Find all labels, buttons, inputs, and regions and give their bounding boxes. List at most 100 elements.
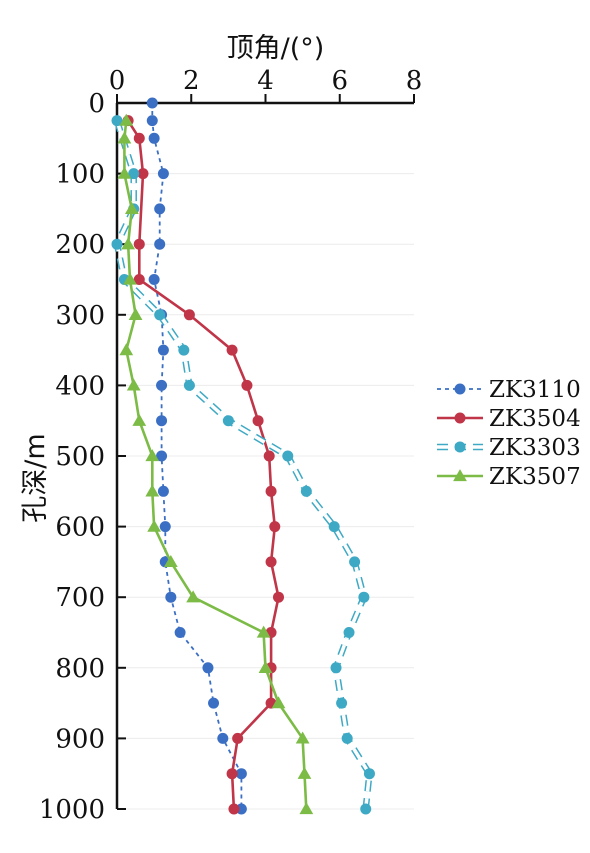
series-zk3303-point-18 (363, 768, 375, 780)
series-zk3110-point-13 (159, 521, 171, 533)
x-axis-title: 顶角/(°) (227, 33, 325, 64)
axes: 0 2 4 6 8 0 100 200 300 400 500 600 700 800 900 1000 (39, 66, 422, 825)
series-zk3507-point-18 (295, 731, 310, 744)
series-zk3303-point-8 (222, 415, 234, 427)
y-tick-label-700: 700 (55, 583, 105, 613)
series-zk3303-point-3 (111, 238, 123, 250)
series-zk3110-point-3 (157, 168, 169, 180)
series-zk3303-point-1 (128, 168, 140, 180)
series-zk3507-point-10 (145, 449, 160, 462)
series-zk3507-point-7 (119, 343, 134, 356)
series-zk3507-point-1 (117, 131, 132, 144)
series-zk3110-point-6 (148, 274, 160, 285)
series-zk3303-point-12 (349, 556, 361, 568)
series-zk3504-point-19 (228, 803, 240, 815)
series-zk3303-point-16 (336, 697, 348, 709)
series-zk3303-point-0 (111, 115, 123, 127)
y-tick-label-300: 300 (55, 301, 105, 331)
series-zk3504-point-9 (263, 450, 275, 462)
y-tick-label-800: 800 (55, 654, 105, 684)
series-zk3507-point-2 (117, 166, 132, 179)
x-tick-label-2: 2 (183, 66, 200, 96)
series-zk3303-point-13 (358, 591, 370, 603)
series-zk3303-point-7 (183, 379, 195, 391)
series-zk3110-point-4 (154, 203, 166, 215)
series-zk3303-point-11 (328, 521, 340, 533)
legend-entry-zk3507: ZK3507 (437, 464, 581, 490)
series-zk3110-point-11 (156, 450, 168, 462)
series-zk3507-point-0 (119, 113, 134, 126)
series-zk3504-point-17 (232, 732, 244, 744)
series-zk3507-point-13 (163, 555, 178, 568)
series-zk3110-point-5 (154, 238, 166, 250)
series-zk3110-point-9 (156, 379, 168, 391)
series-zk3507-point-5 (123, 272, 137, 285)
series-zk3110-point-15 (165, 591, 177, 603)
x-tick-label-6: 6 (331, 66, 348, 96)
series-zk3504-point-2 (137, 168, 149, 180)
series-zk3303 (111, 115, 375, 815)
y-tick-label-1000: 1000 (39, 795, 105, 825)
series-zk3110-point-17 (202, 662, 214, 674)
series-zk3507-point-15 (256, 625, 271, 638)
series-zk3504-point-5 (183, 309, 195, 321)
series-zk3110-point-10 (156, 415, 168, 427)
series-zk3507-point-20 (299, 802, 314, 815)
y-tick-label-400: 400 (55, 371, 105, 401)
legend-entry-zk3303: ZK3303 (437, 435, 581, 461)
series-zk3110-point-16 (174, 627, 186, 638)
series-zk3507-point-9 (132, 413, 147, 426)
series-zk3504-point-7 (241, 379, 253, 391)
x-tick-label-8: 8 (406, 66, 423, 96)
legend-zk3110-marker (454, 383, 466, 395)
y-tick-label-100: 100 (55, 160, 105, 190)
series-zk3507-point-19 (297, 766, 312, 779)
series-lines (111, 97, 375, 815)
series-zk3507-point-6 (128, 307, 143, 320)
legend-label-zk3110: ZK3110 (489, 377, 581, 403)
y-tick-label-900: 900 (55, 724, 105, 754)
x-tick-label-0: 0 (109, 66, 126, 96)
series-zk3504-point-12 (265, 556, 277, 568)
series-zk3504-point-4 (133, 274, 145, 285)
series-zk3504-point-3 (133, 238, 145, 250)
legend-entry-zk3110: ZK3110 (437, 377, 581, 403)
series-zk3303-line-inner (115, 120, 372, 810)
series-zk3110-point-1 (146, 115, 158, 127)
series-zk3110-point-12 (157, 485, 169, 497)
series-zk3110-line (151, 103, 243, 809)
series-zk3303-point-9 (282, 450, 294, 462)
series-zk3110-point-19 (217, 732, 229, 744)
series-zk3504-point-6 (226, 344, 238, 356)
series-zk3110-point-18 (208, 697, 220, 709)
series-zk3507-point-16 (258, 660, 273, 673)
series-zk3507-point-14 (186, 590, 200, 603)
legend-zk3303-marker (454, 441, 466, 453)
y-tick-label-0: 0 (88, 89, 105, 119)
series-zk3303-point-5 (154, 309, 166, 321)
series-zk3507 (117, 113, 314, 815)
y-tick-label-500: 500 (55, 442, 105, 472)
legend: ZK3110 ZK3504 ZK3303 ZK3507 (437, 377, 581, 490)
series-zk3507-point-17 (271, 696, 286, 709)
legend-label-zk3303: ZK3303 (489, 435, 581, 461)
legend-entry-zk3504: ZK3504 (437, 406, 581, 432)
series-zk3110-point-0 (146, 97, 158, 109)
y-tick-label-600: 600 (55, 513, 105, 543)
series-zk3303-point-19 (360, 803, 372, 815)
y-tick-label-200: 200 (55, 230, 105, 260)
series-zk3303-point-17 (341, 732, 353, 744)
series-zk3504-point-13 (272, 591, 284, 603)
series-zk3504 (122, 115, 284, 815)
series-zk3303-point-15 (330, 662, 342, 674)
y-axis-title: 孔深/m (20, 433, 51, 522)
series-zk3303-line-outer (113, 119, 373, 810)
series-zk3110 (146, 97, 247, 815)
series-zk3110-point-20 (235, 768, 247, 780)
series-zk3507-point-11 (145, 484, 160, 497)
series-zk3504-point-18 (226, 768, 238, 780)
series-zk3507-point-3 (124, 202, 139, 215)
series-zk3507-point-4 (121, 237, 136, 250)
series-zk3110-point-2 (148, 132, 160, 144)
